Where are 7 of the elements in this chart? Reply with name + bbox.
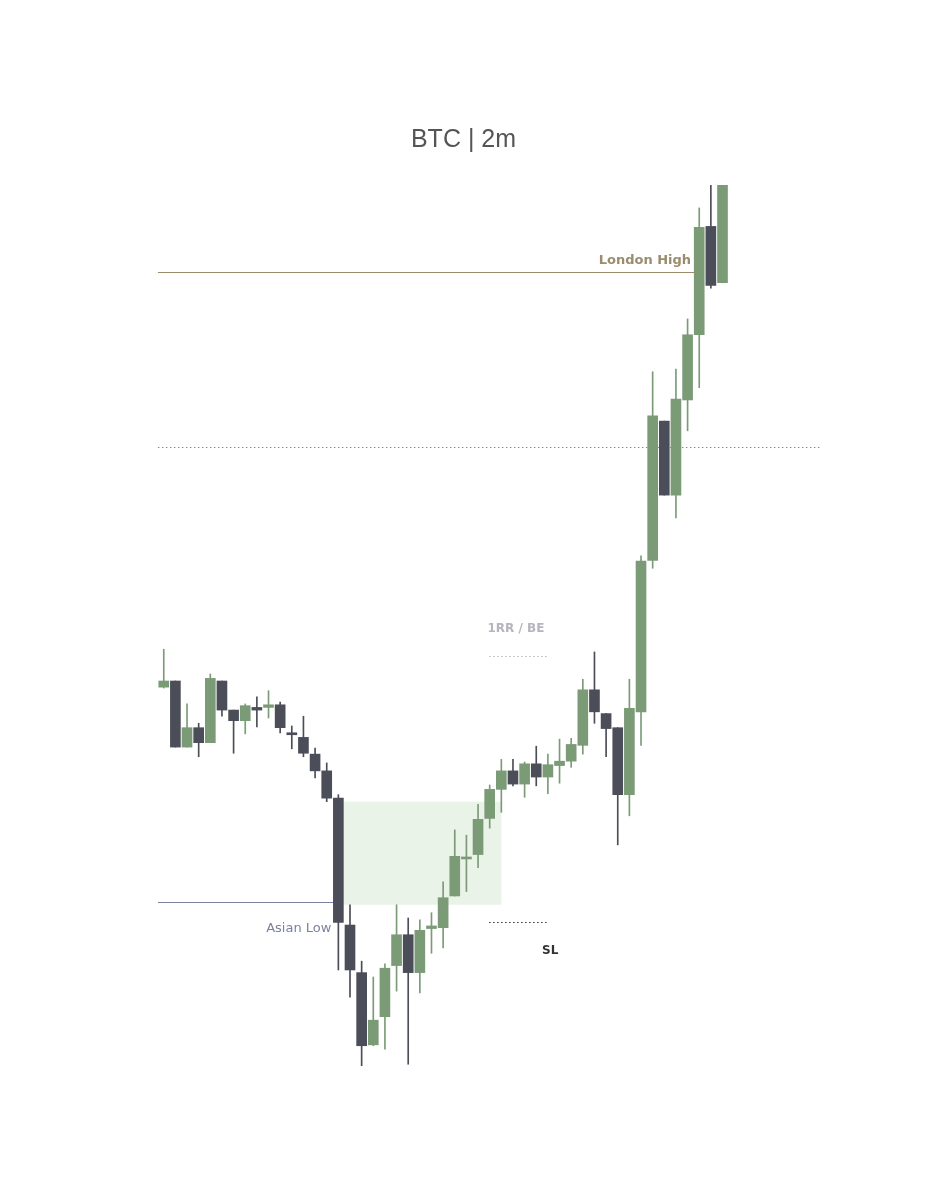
ref-line-label: London High	[598, 252, 692, 268]
ref-line-label: Asian Low	[266, 920, 332, 936]
chart-subtitle: BTC | 2m	[409, 124, 518, 153]
ref-line-label: SL	[542, 943, 559, 958]
ref-line-label: 1RR / BE	[487, 621, 545, 636]
candlestick	[286, 725, 298, 750]
candlestick	[158, 648, 170, 689]
